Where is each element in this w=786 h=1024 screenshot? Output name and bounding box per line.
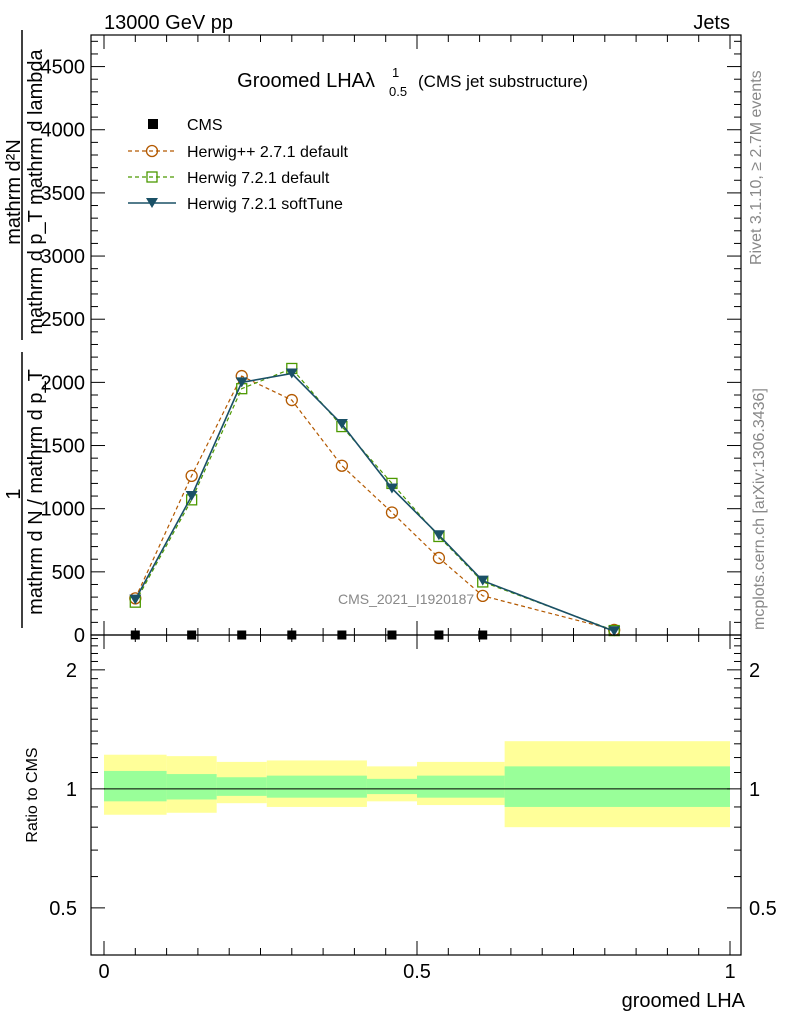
herwig7-default-line [134, 367, 615, 632]
main-y-tick-label: 1000 [41, 499, 86, 521]
ratio-y-tick-label: 1 [66, 779, 77, 801]
plot-title: Groomed LHAλ 1 0.5 (CMS jet substructure… [237, 65, 588, 99]
herwig7-softtune-point [285, 368, 298, 379]
title-sub: 0.5 [389, 84, 407, 99]
title-sup: 1 [392, 65, 399, 80]
ylabel-denominator: mathrm d p_T mathrm d lambda [25, 48, 47, 334]
ratio-frame [90, 634, 742, 956]
legend-label-cms: CMS [187, 117, 223, 134]
herwigpp-point [432, 551, 446, 565]
ratio-stat-band [417, 775, 505, 798]
legend-entry-cms: CMS [148, 117, 223, 134]
main-y-tick-label: 3500 [41, 183, 86, 205]
herwig7-softtune-point [608, 626, 621, 637]
legend-entry-herwig7-softtune: Herwig 7.2.1 softTune [128, 196, 343, 213]
main-y-tick-label: 0 [74, 625, 85, 647]
ratio-y-tick-label-right: 2 [749, 660, 760, 682]
title-main: Groomed LHAλ [237, 70, 375, 92]
main-panel: 0 500 1000 1500 2000 2500 3000 3500 4000 4500 [41, 34, 742, 647]
ratio-stat-band [216, 777, 267, 796]
legend-marker-herwig7-softtune [146, 198, 158, 208]
herwig7-softtune-point [335, 419, 348, 430]
ratio-y-tick-label-right: 0.5 [749, 898, 777, 920]
x-tick-label: 1 [724, 961, 735, 983]
ratio-y-axis-label: Ratio to CMS [24, 747, 41, 842]
herwig7-softtune-point [185, 491, 198, 502]
herwigpp-point [185, 469, 198, 482]
title-suffix: (CMS jet substructure) [418, 72, 588, 91]
main-y-tick-label: 2000 [41, 372, 86, 394]
legend-marker-herwig7-default [146, 171, 158, 183]
herwigpp-point [476, 589, 489, 602]
x-tick-label: 0 [98, 961, 109, 983]
mcplots-label: mcplots.cern.ch [arXiv:1306.3436] [751, 388, 768, 630]
herwig7-softtune-point [476, 575, 489, 586]
ratio-y-tick-label: 2 [66, 660, 77, 682]
rivet-label: Rivet 3.1.10, ≥ 2.7M events [748, 70, 765, 265]
ylabel-prefix-denominator: mathrm d N / mathrm d p_T [25, 369, 47, 615]
legend-label-herwigpp: Herwig++ 2.7.1 default [187, 144, 349, 161]
legend-marker-cms [148, 119, 158, 129]
herwigpp-point [385, 506, 399, 519]
main-y-tick-label: 500 [52, 562, 85, 584]
legend-label-herwig7-softtune: Herwig 7.2.1 softTune [187, 196, 343, 213]
ratio-panel: 0 0.5 1 0.5 0.5 1 1 2 2 [49, 634, 777, 983]
legend: CMS Herwig++ 2.7.1 default Herwig 7.2.1 … [128, 117, 349, 213]
x-axis-label: groomed LHA [622, 990, 746, 1012]
main-y-tick-label: 2500 [41, 309, 86, 331]
category-label: Jets [693, 12, 730, 34]
main-y-tick-label: 3000 [41, 246, 86, 268]
legend-entry-herwig7-default: Herwig 7.2.1 default [128, 170, 330, 187]
ratio-stat-band [504, 766, 730, 807]
main-y-tick-label: 1500 [41, 436, 86, 458]
herwig7-softtune-point [129, 594, 142, 605]
legend-marker-herwigpp [145, 144, 159, 158]
energy-label: 13000 GeV pp [104, 12, 233, 34]
ratio-y-tick-label: 0.5 [49, 898, 77, 920]
ratio-stat-band [366, 778, 417, 795]
herwig7-softtune-point [235, 377, 248, 388]
ratio-y-tick-label-right: 1 [749, 779, 760, 801]
herwigpp-point [285, 393, 298, 407]
ylabel-prefix: 1 [3, 488, 25, 499]
x-tick-label: 0.5 [403, 961, 431, 983]
herwig7-softtune-point [432, 530, 445, 541]
main-y-tick-label: 4500 [41, 57, 86, 79]
main-y-tick-label: 4000 [41, 120, 86, 142]
legend-entry-herwigpp: Herwig++ 2.7.1 default [128, 144, 349, 161]
main-y-axis-label: 1 mathrm d N / mathrm d p_T mathrm d²N m… [3, 30, 47, 628]
ratio-stat-band [104, 770, 167, 802]
herwig7-softtune-point [385, 483, 398, 494]
ylabel-numerator: mathrm d²N [3, 139, 25, 245]
ratio-stat-band [266, 775, 367, 798]
analysis-id-label: CMS_2021_I1920187 [338, 591, 474, 607]
legend-label-herwig7-default: Herwig 7.2.1 default [187, 170, 330, 187]
ratio-stat-band [166, 774, 217, 800]
herwigpp-point [335, 459, 349, 472]
